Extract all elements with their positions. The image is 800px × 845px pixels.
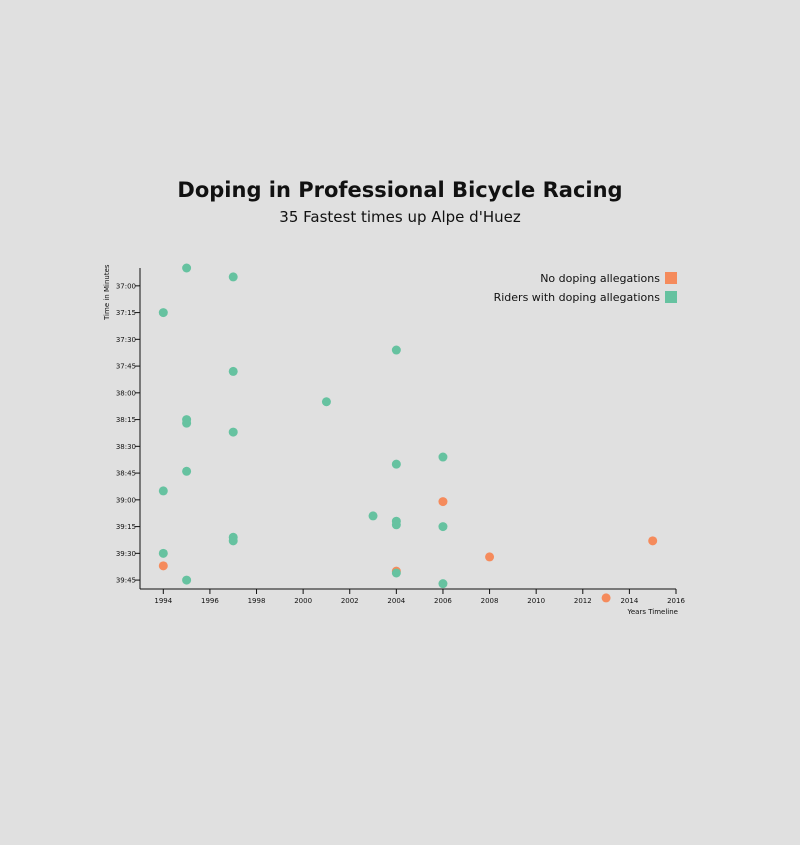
data-point-doping[interactable] [228,427,238,437]
y-tick-label: 39:45 [116,577,136,585]
y-tick-label: 37:15 [116,309,136,317]
data-point-doping[interactable] [391,568,401,578]
x-axis: 1994 1996 1998 2000 2002 2004 2006 2008 2010 2012… [140,588,685,605]
y-tick-label: 39:15 [116,523,136,531]
data-point-doping[interactable] [228,536,238,546]
data-point-doping[interactable] [182,466,192,476]
x-tick-label: 2008 [481,597,499,605]
x-tick-label: 2010 [527,597,545,605]
x-tick-label: 2014 [620,597,638,605]
y-axis: 37:00 37:15 37:30 37:45 38:00 38:15 38:30 38:45… [116,268,141,589]
data-point-no-doping[interactable] [648,536,658,546]
y-tick-label: 38:45 [116,470,136,478]
x-tick-label: 2012 [574,597,592,605]
data-point-doping[interactable] [182,575,192,585]
x-tick-label: 2016 [667,597,685,605]
data-point-doping[interactable] [182,263,192,273]
chart-subtitle: 35 Fastest times up Alpe d'Huez [279,208,521,226]
data-point-doping[interactable] [228,366,238,376]
x-tick-label: 2000 [294,597,312,605]
legend-label: No doping allegations [540,272,660,285]
legend-swatch [665,291,677,303]
data-point-no-doping[interactable] [438,497,448,507]
chart-title: Doping in Professional Bicycle Racing [177,178,623,202]
y-tick-label: 39:30 [116,550,136,558]
data-point-doping[interactable] [438,522,448,532]
legend-swatch [665,272,677,284]
data-point-doping[interactable] [228,272,238,282]
y-tick-label: 39:00 [116,496,136,504]
data-point-doping[interactable] [391,459,401,469]
data-point-no-doping[interactable] [485,552,495,562]
x-tick-label: 1998 [248,597,266,605]
x-tick-label: 1994 [154,597,172,605]
y-tick-label: 38:30 [116,443,136,451]
data-point-doping[interactable] [391,520,401,530]
y-axis-label: Time in Minutes [103,264,111,321]
data-point-doping[interactable] [158,486,168,496]
x-tick-label: 1996 [201,597,219,605]
y-tick-label: 37:45 [116,363,136,371]
data-point-doping[interactable] [368,511,378,521]
data-point-doping[interactable] [391,345,401,355]
data-point-doping[interactable] [438,452,448,462]
data-points [158,263,658,603]
data-point-doping[interactable] [321,397,331,407]
x-axis-label: Years Timeline [627,608,678,616]
y-tick-label: 38:00 [116,389,136,397]
data-point-doping[interactable] [182,418,192,428]
x-tick-label: 2002 [341,597,359,605]
x-tick-label: 2004 [387,597,405,605]
data-point-doping[interactable] [438,579,448,589]
y-tick-label: 37:00 [116,282,136,290]
y-tick-label: 37:30 [116,336,136,344]
y-tick-label: 38:15 [116,416,136,424]
data-point-no-doping[interactable] [158,561,168,571]
data-point-doping[interactable] [158,308,168,318]
legend-label: Riders with doping allegations [494,291,661,304]
data-point-no-doping[interactable] [601,593,611,603]
legend: No doping allegations Riders with doping … [494,272,677,304]
x-tick-label: 2006 [434,597,452,605]
data-point-doping[interactable] [158,548,168,558]
